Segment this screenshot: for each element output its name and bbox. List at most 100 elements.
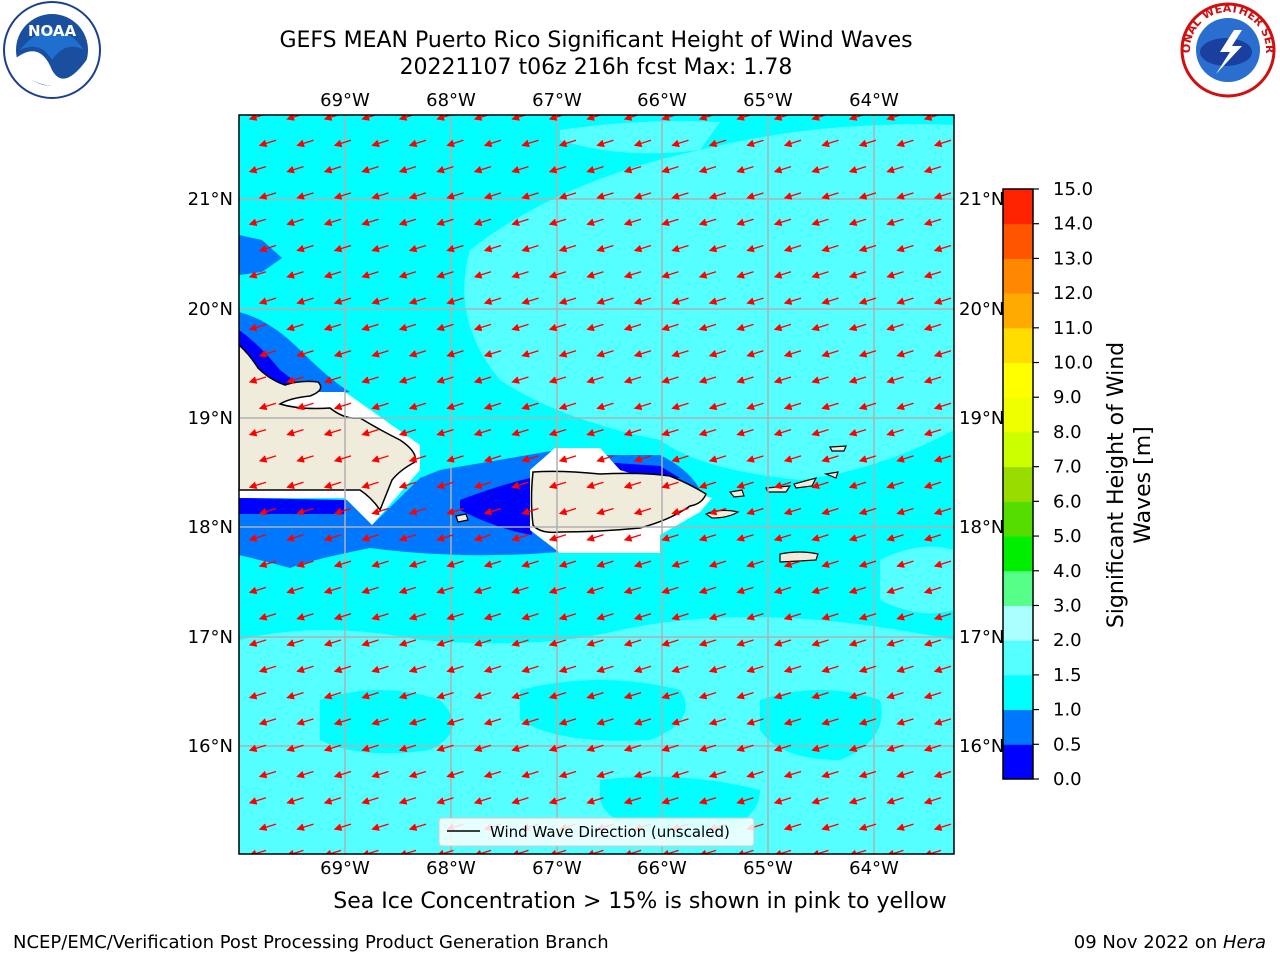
wave-direction-arrow: [398, 481, 417, 489]
wave-direction-arrow: [698, 165, 717, 174]
wave-direction-arrow: [671, 244, 689, 253]
colorbar-cell: [1003, 258, 1033, 294]
wave-direction-arrow: [933, 402, 952, 411]
wave-direction-arrow: [473, 165, 492, 174]
wave-direction-arrow: [773, 586, 792, 595]
wave-direction-arrow: [848, 376, 867, 384]
wave-direction-arrow: [371, 192, 389, 200]
wave-direction-arrow: [248, 849, 267, 854]
wave-direction-arrow: [773, 165, 792, 174]
wave-direction-arrow: [708, 507, 727, 516]
wave-direction-arrow: [671, 402, 689, 411]
wave-direction-arrow: [773, 744, 792, 752]
wave-direction-arrow: [446, 350, 464, 358]
wave-direction-arrow: [436, 376, 454, 384]
wave-direction-arrow: [886, 271, 904, 279]
wave-direction-arrow: [333, 139, 352, 148]
wave-direction-arrow: [661, 797, 679, 805]
wave-direction-arrow: [361, 744, 379, 752]
wave-direction-arrow: [858, 297, 877, 305]
wave-direction-arrow: [848, 165, 867, 174]
lon-label: 67°W: [532, 90, 582, 111]
wave-direction-arrow: [521, 665, 539, 674]
wave-direction-arrow: [548, 534, 567, 542]
wave-band-1-0: [320, 690, 453, 754]
wave-direction-arrow: [511, 218, 529, 226]
wave-direction-arrow: [858, 770, 877, 779]
wave-direction-arrow: [736, 218, 754, 226]
wave-direction-arrow: [446, 718, 464, 726]
wave-direction-arrow: [323, 691, 342, 700]
wave-direction-arrow: [361, 691, 379, 700]
wave-direction-arrow: [698, 481, 717, 489]
wave-direction-arrow: [623, 534, 642, 542]
wave-direction-arrow: [596, 507, 614, 516]
wave-direction-arrow: [558, 665, 577, 674]
wave-direction-arrow: [296, 350, 314, 358]
colorbar-tick-label: 11.0: [1053, 318, 1093, 339]
wave-direction-arrow: [446, 455, 464, 463]
wave-direction-arrow: [811, 481, 829, 489]
wave-direction-arrow: [371, 507, 389, 516]
wave-direction-arrow: [783, 455, 802, 463]
lat-label: 20°N: [959, 299, 1004, 320]
colorbar-tick-label: 13.0: [1053, 248, 1093, 269]
wave-direction-arrow: [408, 139, 427, 148]
wave-direction-arrow: [746, 455, 764, 463]
wave-direction-arrow: [773, 218, 792, 226]
wave-direction-arrow: [408, 665, 427, 674]
wave-direction-arrow: [886, 534, 904, 542]
wave-direction-arrow: [708, 455, 727, 463]
wave-direction-arrow: [436, 165, 454, 174]
wave-direction-arrow: [483, 455, 502, 463]
wave-direction-arrow: [548, 323, 567, 332]
wave-direction-arrow: [821, 402, 839, 411]
wave-direction-arrow: [671, 770, 689, 779]
wave-direction-arrow: [473, 797, 492, 805]
lon-label: 67°W: [532, 858, 582, 879]
wave-direction-arrow: [558, 297, 577, 305]
colorbar-cell: [1003, 223, 1033, 259]
wave-direction-arrow: [511, 639, 529, 647]
wave-direction-arrow: [398, 586, 417, 595]
wave-direction-arrow: [248, 323, 267, 332]
wave-direction-arrow: [661, 849, 679, 854]
wave-direction-arrow: [521, 297, 539, 305]
wave-direction-arrow: [746, 139, 764, 148]
wave-direction-arrow: [708, 402, 727, 411]
wave-direction-arrow: [886, 376, 904, 384]
wave-direction-arrow: [773, 323, 792, 332]
wave-direction-arrow: [661, 323, 679, 332]
lat-label: 18°N: [959, 517, 1004, 538]
wave-direction-arrow: [596, 613, 614, 621]
wave-direction-arrow: [408, 823, 427, 831]
wave-direction-arrow: [661, 428, 679, 437]
wave-direction-arrow: [333, 297, 352, 305]
wave-direction-arrow: [296, 770, 314, 779]
wave-direction-arrow: [746, 770, 764, 779]
wave-direction-arrow: [248, 744, 267, 752]
wave-direction-arrow: [286, 481, 304, 489]
wave-direction-arrow: [286, 639, 304, 647]
wave-direction-arrow: [398, 115, 415, 121]
wave-direction-arrow: [811, 165, 829, 174]
wave-direction-arrow: [548, 376, 567, 384]
wave-direction-arrow: [436, 849, 454, 854]
wave-direction-arrow: [548, 586, 567, 595]
wave-direction-arrow: [933, 823, 952, 831]
wave-direction-arrow: [623, 376, 642, 384]
lon-label: 65°W: [743, 90, 793, 111]
wave-direction-arrow: [446, 665, 464, 674]
wave-direction-arrow: [296, 718, 314, 726]
wave-direction-arrow: [473, 376, 492, 384]
wave-direction-arrow: [623, 481, 642, 489]
wave-direction-arrow: [398, 165, 417, 174]
wave-direction-arrow: [286, 534, 304, 542]
lon-label: 69°W: [320, 90, 370, 111]
wave-direction-arrow: [286, 115, 303, 121]
wave-direction-arrow: [436, 428, 454, 437]
wave-direction-arrow: [896, 402, 914, 411]
wave-direction-arrow: [586, 797, 604, 805]
wave-direction-arrow: [596, 244, 614, 253]
wave-direction-arrow: [258, 350, 277, 358]
